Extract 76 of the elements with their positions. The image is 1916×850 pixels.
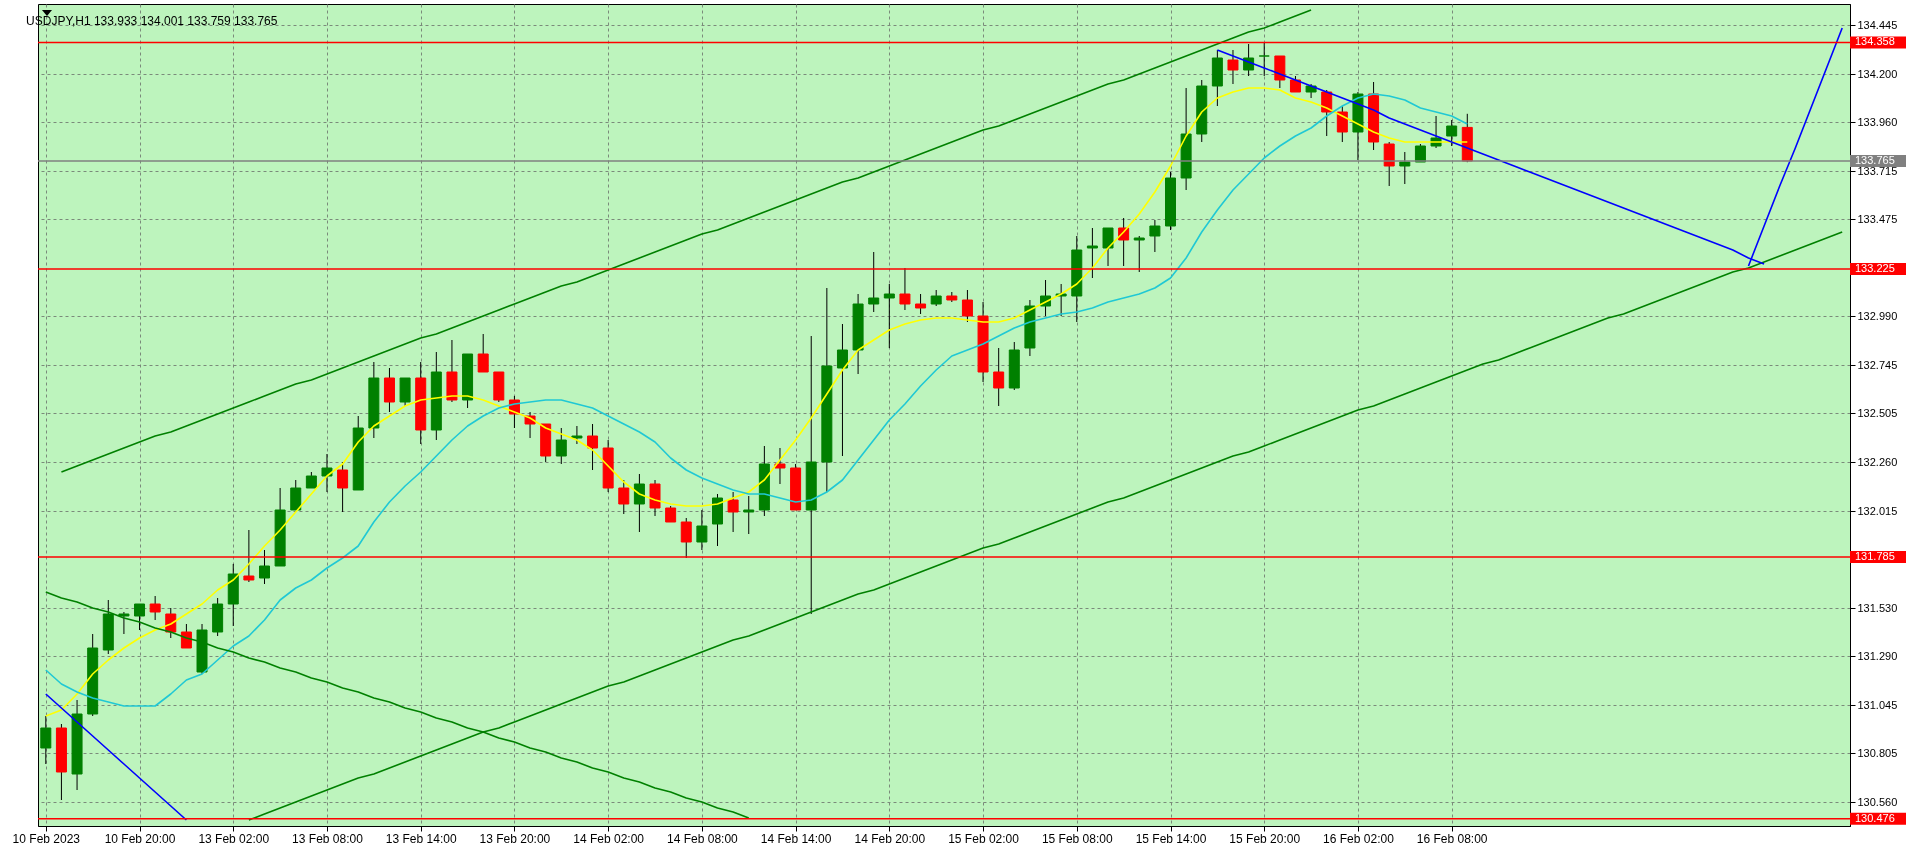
candlestick [633,473,645,533]
candlestick [259,549,270,585]
x-tick-label: 15 Feb 02:00 [948,831,1020,846]
y-tick-label: 132.990 [1857,309,1898,322]
candlestick [337,461,349,513]
candlestick [1383,141,1395,187]
y-tick-label: 133.960 [1857,115,1898,128]
candlestick [383,367,395,413]
y-tick-label: 134.445 [1857,18,1898,31]
x-tick-label: 15 Feb 20:00 [1229,831,1301,846]
candlestick [1258,41,1270,77]
candlestick [321,453,333,493]
ref-line-label: 133.225 [1855,262,1895,274]
x-tick-label: 13 Feb 20:00 [479,831,551,846]
y-tick-label: 131.290 [1857,649,1898,662]
candlestick [399,377,411,407]
candlestick [1446,119,1458,147]
candlestick [290,479,302,511]
x-tick-label: 10 Feb 20:00 [104,831,176,846]
candlestick [836,323,848,457]
x-tick-label: 13 Feb 14:00 [385,831,457,846]
candlestick [587,423,599,471]
line-series [45,693,188,821]
ref-line-label: 130.476 [1855,811,1895,824]
y-tick-label: 133.475 [1857,212,1898,225]
candlestick [618,479,630,515]
candlestick [696,509,708,551]
x-tick-label: 15 Feb 14:00 [1135,831,1207,846]
candlestick [961,289,973,323]
ref-line-label: 131.785 [1855,550,1895,562]
y-tick-label: 130.560 [1857,795,1898,808]
ref-line-label: 133.765 [1855,154,1895,166]
candlestick [1399,151,1411,185]
x-tick-label: 14 Feb 14:00 [760,831,832,846]
candlestick [555,427,567,465]
x-tick-label: 14 Feb 02:00 [573,831,645,846]
y-tick-label: 132.260 [1857,455,1898,468]
candlestick [993,347,1005,407]
candlestick [1321,89,1333,137]
candlestick [774,447,786,485]
y-tick-label: 131.530 [1857,601,1898,614]
candlestick [477,333,489,373]
y-tick-label: 132.505 [1857,406,1898,419]
candlestick [1274,55,1286,89]
candlestick [649,479,661,517]
candlestick [727,491,739,533]
y-tick-label: 130.805 [1857,746,1898,759]
candlestick [1336,105,1348,143]
candlestick [883,283,895,349]
candlestick [118,611,130,635]
candlestick [1149,219,1161,253]
ref-line-label: 134.358 [1855,35,1895,48]
candlestick [571,425,583,445]
candlestick [1102,227,1114,267]
candlestick [915,293,927,315]
candlestick [868,251,880,313]
x-tick-label: 13 Feb 08:00 [292,831,364,846]
x-tick-label: 10 Feb 2023 [12,831,81,846]
y-tick-label: 132.015 [1857,504,1898,517]
x-tick-label: 13 Feb 02:00 [198,831,270,846]
y-tick-label: 131.045 [1857,698,1898,711]
y-tick-label: 132.745 [1857,358,1898,371]
candlestick [1227,49,1239,85]
candlestick [1086,227,1098,279]
x-tick-label: 15 Feb 08:00 [1041,831,1113,846]
candlestick [743,495,755,535]
y-tick-label: 133.715 [1857,164,1898,177]
candlestick [1133,235,1145,273]
x-tick-label: 14 Feb 20:00 [854,831,926,846]
candlestick [149,595,161,621]
y-tick-label: 134.200 [1857,67,1898,80]
candlestick [134,603,146,631]
x-tick-label: 16 Feb 08:00 [1416,831,1488,846]
x-tick-label: 14 Feb 08:00 [667,831,739,846]
x-tick-label: 16 Feb 02:00 [1323,831,1395,846]
candlestick [180,623,192,649]
